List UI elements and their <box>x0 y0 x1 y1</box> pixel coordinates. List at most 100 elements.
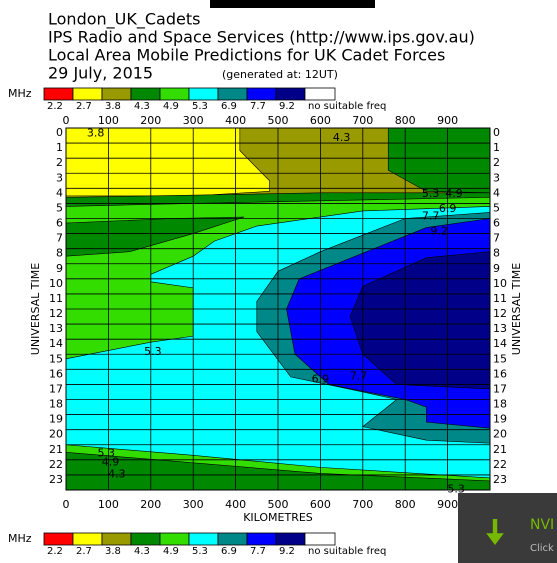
y-axis-label: UNIVERSAL TIME <box>29 263 42 355</box>
y-tick-label: 5 <box>56 201 63 214</box>
y-tick-label: 12 <box>49 307 63 320</box>
legend-label: 6.9 <box>221 101 237 112</box>
legend-swatch <box>43 532 74 546</box>
legend-label: 2.7 <box>76 101 92 112</box>
x-tick-label: 100 <box>98 498 119 511</box>
legend-unit: MHz <box>8 87 32 100</box>
contour-label: 5.3 <box>422 187 440 200</box>
notification[interactable]: NVI Click t <box>458 493 557 563</box>
legend-label: 2.2 <box>47 546 63 557</box>
legend-label: 3.8 <box>105 101 121 112</box>
legend-swatch <box>159 87 190 101</box>
x-tick-label: 200 <box>140 114 161 127</box>
generated-note: (generated at: 12UT) <box>222 68 338 81</box>
y-axis-label: UNIVERSAL TIME <box>510 263 523 355</box>
y-tick-label: 15 <box>493 352 507 365</box>
x-axis-label: KILOMETRES <box>243 511 313 524</box>
legend-swatch <box>275 532 306 546</box>
legend-swatch <box>43 87 74 101</box>
legend-label: 4.3 <box>134 101 150 112</box>
y-tick-label: 6 <box>493 217 500 230</box>
top-bar <box>210 0 375 8</box>
y-tick-label: 11 <box>493 292 507 305</box>
legend-label: 9.2 <box>279 101 295 112</box>
legend-label: 6.9 <box>221 546 237 557</box>
contour-label: 5.3 <box>447 482 465 495</box>
legend-label: 2.7 <box>76 546 92 557</box>
y-tick-label: 2 <box>56 156 63 169</box>
contour-label: 4.3 <box>333 131 351 144</box>
legend-swatch <box>275 87 306 101</box>
contour-label: 6.9 <box>312 372 330 385</box>
legend-swatch <box>246 532 277 546</box>
y-tick-label: 18 <box>493 398 507 411</box>
x-tick-label: 700 <box>352 498 373 511</box>
title-line: London_UK_Cadets <box>48 10 200 30</box>
legend-label: 3.8 <box>105 546 121 557</box>
legend-swatch <box>304 532 336 546</box>
legend-swatch <box>130 87 161 101</box>
contour-label: 4.9 <box>102 455 120 468</box>
y-tick-label: 7 <box>56 232 63 245</box>
y-tick-label: 23 <box>493 473 507 486</box>
x-tick-label: 800 <box>395 114 416 127</box>
legend-label: 4.3 <box>134 546 150 557</box>
y-tick-label: 22 <box>49 458 63 471</box>
y-tick-label: 2 <box>493 156 500 169</box>
x-tick-label: 400 <box>225 498 246 511</box>
legend-swatch <box>130 532 161 546</box>
legend-label: 5.3 <box>192 546 208 557</box>
legend-swatch <box>217 87 248 101</box>
y-tick-label: 1 <box>493 141 500 154</box>
y-tick-label: 13 <box>49 322 63 335</box>
y-tick-label: 11 <box>49 292 63 305</box>
plot-border <box>65 127 491 491</box>
y-tick-label: 0 <box>493 126 500 139</box>
x-tick-label: 600 <box>310 498 331 511</box>
legend-label: 2.2 <box>47 101 63 112</box>
y-tick-label: 5 <box>493 201 500 214</box>
x-tick-label: 200 <box>140 498 161 511</box>
y-tick-label: 9 <box>493 262 500 275</box>
legend-label: 4.9 <box>163 101 179 112</box>
contour-label: 5.3 <box>98 446 116 459</box>
x-tick-label: 400 <box>225 114 246 127</box>
contour-label: 6.9 <box>439 202 457 215</box>
contour-label: 3.8 <box>87 127 105 140</box>
y-tick-label: 17 <box>493 382 507 395</box>
contour-label: 5.3 <box>144 345 162 358</box>
y-tick-label: 19 <box>493 413 507 426</box>
x-tick-label: 500 <box>268 498 289 511</box>
legend-label: 7.7 <box>250 101 266 112</box>
contour-label: 4.9 <box>445 187 463 200</box>
y-tick-label: 8 <box>493 247 500 260</box>
notification-title: NVI <box>530 517 555 533</box>
x-tick-label: 800 <box>395 498 416 511</box>
legend-swatch <box>246 87 277 101</box>
y-tick-label: 4 <box>493 186 500 199</box>
legend-swatch <box>304 87 336 101</box>
y-tick-label: 10 <box>493 277 507 290</box>
y-tick-label: 14 <box>493 337 507 350</box>
contour-label: 4.3 <box>108 467 126 480</box>
y-tick-label: 23 <box>49 473 63 486</box>
y-tick-label: 10 <box>49 277 63 290</box>
y-tick-label: 21 <box>49 443 63 456</box>
y-tick-label: 3 <box>56 171 63 184</box>
x-tick-label: 300 <box>183 498 204 511</box>
legend-label: 9.2 <box>279 546 295 557</box>
legend-label: 5.3 <box>192 101 208 112</box>
y-tick-label: 4 <box>56 186 63 199</box>
x-tick-label: 100 <box>98 114 119 127</box>
legend-swatch <box>159 532 190 546</box>
legend-swatch <box>217 532 248 546</box>
legend-swatch <box>188 532 219 546</box>
y-tick-label: 18 <box>49 398 63 411</box>
contour-label: 7.7 <box>422 209 440 222</box>
notification-text: Click t <box>530 543 557 554</box>
y-tick-label: 16 <box>493 367 507 380</box>
y-tick-label: 19 <box>49 413 63 426</box>
y-tick-label: 21 <box>493 443 507 456</box>
